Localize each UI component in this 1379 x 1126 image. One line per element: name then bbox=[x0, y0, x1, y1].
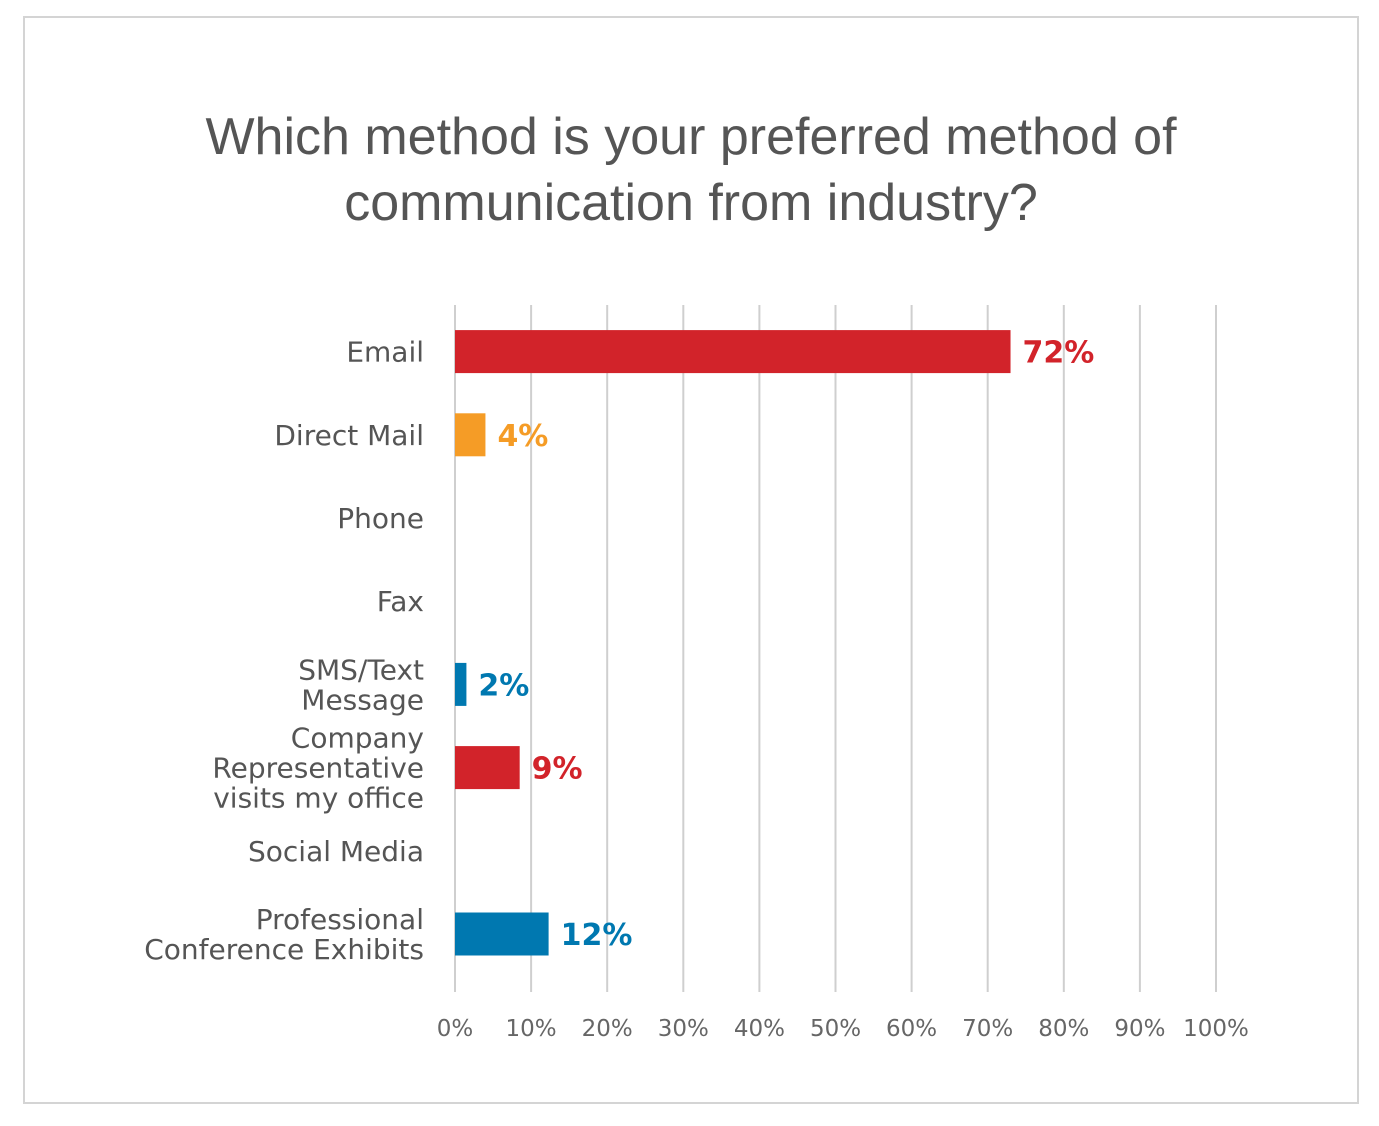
data-label: 9% bbox=[532, 752, 583, 787]
chart-frame bbox=[23, 16, 1359, 1104]
category-label: Direct Mail bbox=[274, 419, 424, 452]
chart-title-line-2: communication from industry? bbox=[344, 174, 1038, 232]
bar-7 bbox=[455, 912, 549, 956]
data-label: 2% bbox=[478, 668, 529, 703]
category-label: visits my office bbox=[213, 782, 424, 815]
bars bbox=[455, 330, 1011, 956]
category-label: Conference Exhibits bbox=[144, 933, 424, 966]
bar-4 bbox=[455, 662, 467, 706]
x-tick-label: 60% bbox=[886, 1016, 937, 1042]
category-label: Professional bbox=[256, 903, 424, 936]
x-tick-label: 90% bbox=[1114, 1016, 1165, 1042]
x-tick-label: 30% bbox=[658, 1016, 709, 1042]
category-label: Company bbox=[291, 722, 424, 755]
data-label: 72% bbox=[1023, 336, 1095, 371]
chart-title: Which method is your preferred method of… bbox=[23, 104, 1359, 236]
x-tick-label: 0% bbox=[437, 1016, 474, 1042]
data-label: 4% bbox=[497, 419, 548, 454]
x-tick-label: 50% bbox=[810, 1016, 861, 1042]
x-tick-labels: 0% 10% 20% 30% 40% 50% 60% 70% 80% 90% 100% bbox=[437, 1016, 1249, 1042]
bar-5 bbox=[455, 746, 520, 790]
bar-1 bbox=[455, 413, 486, 457]
x-tick-label: 20% bbox=[582, 1016, 633, 1042]
category-label: Social Media bbox=[248, 835, 424, 868]
gridlines bbox=[454, 305, 1217, 992]
x-tick-label: 80% bbox=[1038, 1016, 1089, 1042]
x-tick-label: 70% bbox=[962, 1016, 1013, 1042]
category-label: Representative bbox=[212, 752, 424, 785]
data-label: 12% bbox=[561, 918, 633, 953]
category-label: Message bbox=[301, 683, 424, 716]
x-tick-label: 40% bbox=[734, 1016, 785, 1042]
category-label: Phone bbox=[337, 502, 424, 535]
chart-title-line-1: Which method is your preferred method of bbox=[205, 108, 1177, 166]
category-label: Email bbox=[346, 336, 424, 369]
category-label: Fax bbox=[377, 585, 424, 618]
category-label: SMS/Text bbox=[298, 653, 424, 686]
x-tick-label: 100% bbox=[1183, 1016, 1249, 1042]
data-labels: 72% 4% 2% 9% 12% bbox=[478, 336, 1094, 953]
x-tick-label: 10% bbox=[506, 1016, 557, 1042]
bar-0 bbox=[455, 330, 1011, 374]
